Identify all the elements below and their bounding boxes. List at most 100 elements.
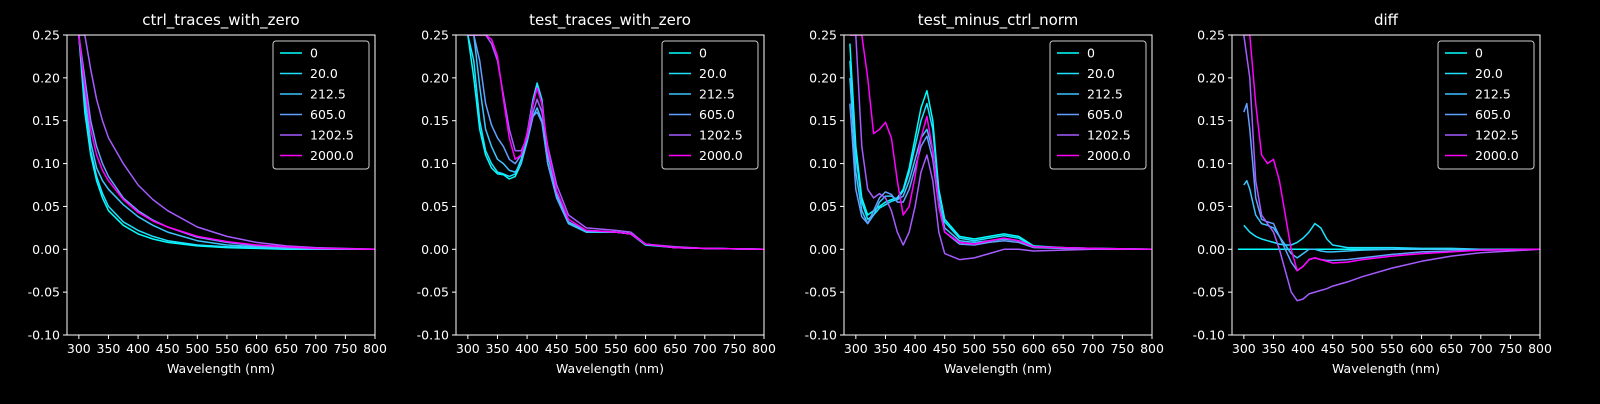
x-tick-label: 300 bbox=[1232, 341, 1256, 356]
x-tick-label: 550 bbox=[1380, 341, 1404, 356]
x-tick-label: 750 bbox=[1110, 341, 1134, 356]
x-tick-label: 600 bbox=[1410, 341, 1434, 356]
x-tick-label: 800 bbox=[1528, 341, 1552, 356]
x-tick-label: 500 bbox=[962, 341, 986, 356]
x-tick-label: 800 bbox=[752, 341, 776, 356]
series-line-4 bbox=[78, 35, 375, 251]
subplot-4: 300 350 400 450 500 550 600 650 700 750 800 -0.10 -0… bbox=[1193, 11, 1552, 376]
y-tick-label: 0.05 bbox=[421, 199, 449, 214]
x-axis-label: Wavelength (nm) bbox=[944, 361, 1052, 376]
series-line-2 bbox=[1243, 179, 1540, 259]
y-tick-label: 0.05 bbox=[809, 199, 837, 214]
legend-label: 1202.5 bbox=[1087, 128, 1131, 143]
x-tick-label: 600 bbox=[245, 341, 269, 356]
y-tick-label: 0.00 bbox=[421, 242, 449, 257]
y-tick-label: 0.20 bbox=[1197, 70, 1225, 85]
legend-label: 2000.0 bbox=[1475, 148, 1519, 163]
y-tick-label: 0.10 bbox=[32, 156, 60, 171]
series-line-3 bbox=[78, 35, 375, 251]
x-tick-label: 450 bbox=[1321, 341, 1345, 356]
subplot-1: 300 350 400 450 500 550 600 650 700 750 800 -0.10 -0… bbox=[28, 11, 387, 376]
subplot-3: 300 350 400 450 500 550 600 650 700 750 800 -0.10 -0… bbox=[805, 11, 1164, 376]
chart-title: diff bbox=[1374, 11, 1399, 29]
y-tick-label: -0.10 bbox=[417, 328, 449, 343]
x-tick-label: 400 bbox=[126, 341, 150, 356]
y-tick-label: 0.25 bbox=[421, 28, 449, 43]
axes-frame bbox=[66, 34, 376, 336]
y-tick-label: 0.25 bbox=[1197, 28, 1225, 43]
x-tick-label: 750 bbox=[722, 341, 746, 356]
legend-label: 0 bbox=[699, 46, 707, 61]
legend-label: 1202.5 bbox=[699, 128, 743, 143]
legend: 0 20.0 212.5 605.0 1202.5 2000.0 bbox=[272, 40, 370, 170]
series-line-5 bbox=[467, 35, 764, 251]
x-tick-label: 700 bbox=[1081, 341, 1105, 356]
x-tick-label: 650 bbox=[1051, 341, 1075, 356]
chart-title: test_traces_with_zero bbox=[529, 11, 691, 30]
x-tick-label: 400 bbox=[903, 341, 927, 356]
x-tick-label: 400 bbox=[515, 341, 539, 356]
series-line-4 bbox=[1243, 35, 1540, 302]
legend-label: 0 bbox=[310, 46, 318, 61]
y-tick-label: 0.20 bbox=[809, 70, 837, 85]
legend: 0 20.0 212.5 605.0 1202.5 2000.0 bbox=[1437, 40, 1535, 170]
x-tick-label: 450 bbox=[545, 341, 569, 356]
x-tick-label: 300 bbox=[844, 341, 868, 356]
x-tick-label: 650 bbox=[1439, 341, 1463, 356]
legend-label: 0 bbox=[1087, 46, 1095, 61]
y-tick-label: 0.00 bbox=[1197, 242, 1225, 257]
series-line-5 bbox=[1243, 35, 1540, 272]
x-tick-label: 300 bbox=[456, 341, 480, 356]
series-line-4 bbox=[849, 35, 1152, 261]
y-tick-label: -0.05 bbox=[417, 285, 449, 300]
y-tick-label: 0.10 bbox=[809, 156, 837, 171]
y-tick-label: 0.10 bbox=[421, 156, 449, 171]
y-tick-label: -0.05 bbox=[28, 285, 60, 300]
x-tick-label: 500 bbox=[185, 341, 209, 356]
y-tick-label: 0.05 bbox=[1197, 199, 1225, 214]
x-tick-label: 350 bbox=[486, 341, 510, 356]
x-axis-label: Wavelength (nm) bbox=[556, 361, 664, 376]
series-lines bbox=[1237, 35, 1540, 302]
x-axis-label: Wavelength (nm) bbox=[167, 361, 275, 376]
x-tick-label: 450 bbox=[156, 341, 180, 356]
x-tick-label: 800 bbox=[1140, 341, 1164, 356]
y-tick-label: 0.25 bbox=[32, 28, 60, 43]
y-tick-label: 0.15 bbox=[421, 113, 449, 128]
x-tick-label: 600 bbox=[634, 341, 658, 356]
legend-label: 605.0 bbox=[699, 107, 735, 122]
axes-frame bbox=[843, 34, 1153, 336]
legend-label: 605.0 bbox=[1087, 107, 1123, 122]
y-tick-label: -0.10 bbox=[1193, 328, 1225, 343]
x-tick-label: 550 bbox=[604, 341, 628, 356]
series-line-5 bbox=[849, 35, 1152, 251]
x-tick-label: 700 bbox=[304, 341, 328, 356]
x-tick-label: 550 bbox=[215, 341, 239, 356]
legend-label: 212.5 bbox=[699, 87, 735, 102]
legend-label: 2000.0 bbox=[1087, 148, 1131, 163]
x-tick-label: 450 bbox=[933, 341, 957, 356]
y-tick-label: -0.05 bbox=[1193, 285, 1225, 300]
x-tick-label: 300 bbox=[67, 341, 91, 356]
x-tick-label: 500 bbox=[574, 341, 598, 356]
x-tick-label: 350 bbox=[97, 341, 121, 356]
x-tick-label: 500 bbox=[1350, 341, 1374, 356]
x-tick-label: 750 bbox=[1498, 341, 1522, 356]
y-tick-label: -0.10 bbox=[28, 328, 60, 343]
legend-label: 212.5 bbox=[310, 87, 346, 102]
legend-label: 20.0 bbox=[1087, 66, 1115, 81]
y-tick-label: -0.10 bbox=[805, 328, 837, 343]
legend: 0 20.0 212.5 605.0 1202.5 2000.0 bbox=[661, 40, 759, 170]
x-tick-label: 400 bbox=[1291, 341, 1315, 356]
series-line-1 bbox=[1243, 222, 1540, 251]
legend-label: 605.0 bbox=[310, 107, 346, 122]
legend-label: 212.5 bbox=[1087, 87, 1123, 102]
x-tick-label: 700 bbox=[693, 341, 717, 356]
y-tick-label: 0.00 bbox=[32, 242, 60, 257]
series-lines bbox=[849, 35, 1152, 261]
series-lines bbox=[78, 35, 375, 251]
subplot-2: 300 350 400 450 500 550 600 650 700 750 800 -0.10 -0… bbox=[417, 11, 776, 376]
y-tick-label: 0.20 bbox=[32, 70, 60, 85]
y-tick-label: 0.25 bbox=[809, 28, 837, 43]
